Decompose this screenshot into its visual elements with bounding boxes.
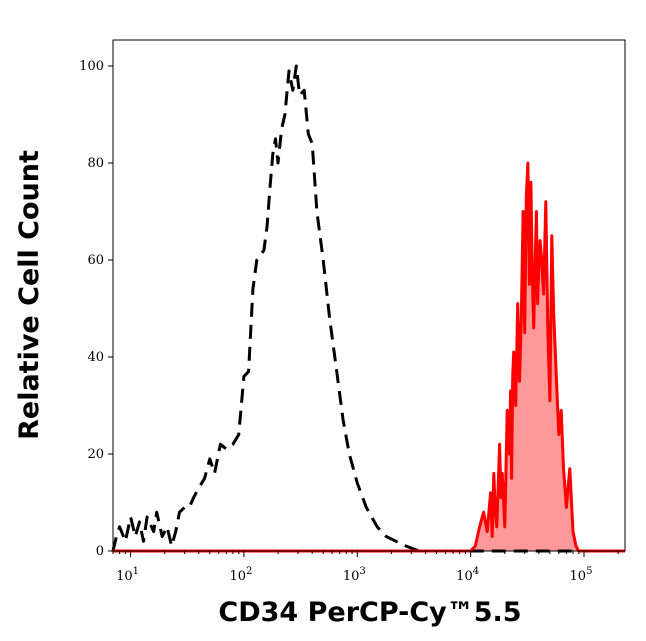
y-tick-label: 60: [87, 253, 104, 268]
series-lines: [111, 64, 625, 553]
y-axis-title: Relative Cell Count: [14, 150, 45, 440]
y-ticks: 0 20 40 60 80 100: [79, 59, 113, 559]
series-1-line: [113, 161, 625, 553]
y-tick-label: 0: [96, 544, 104, 559]
y-tick-label: 100: [79, 59, 104, 74]
x-axis-title: CD34 PerCP-Cy™5.5: [218, 597, 521, 628]
x-ticks: 101 102 103 104 105: [112, 551, 619, 584]
x-tick-label: 105: [570, 566, 593, 584]
x-tick-label: 102: [229, 566, 252, 584]
y-tick-label: 20: [87, 447, 104, 462]
series-0-line: [111, 64, 625, 553]
y-tick-label: 40: [87, 350, 104, 365]
series-fills: [113, 163, 625, 551]
x-tick-label: 101: [116, 566, 139, 584]
series-1-area: [113, 163, 625, 551]
y-tick-label: 80: [87, 156, 104, 171]
x-tick-label: 103: [343, 566, 366, 584]
x-tick-label: 104: [456, 566, 479, 584]
